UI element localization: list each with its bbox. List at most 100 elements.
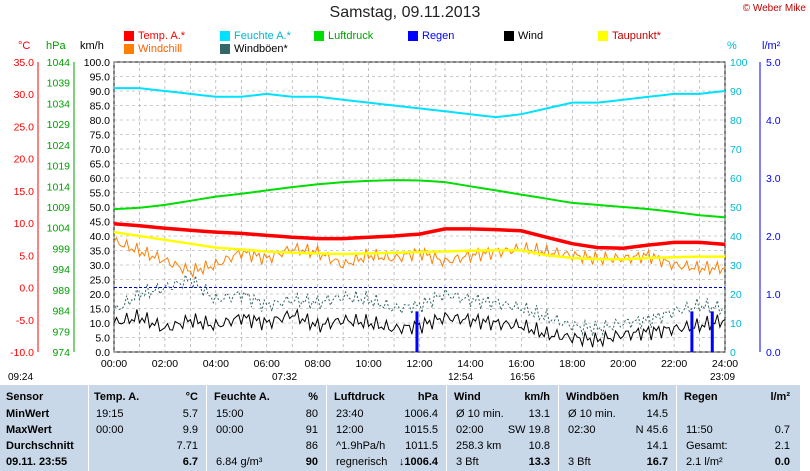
table-cell: 13.1 (528, 408, 550, 420)
table-cell: 91 (305, 424, 318, 436)
hpa-tick: 1019 (47, 161, 71, 173)
kmh-tick: 100.0 (84, 57, 110, 69)
table-cell: km/h (642, 391, 668, 403)
table-cell: 1006.4 (404, 408, 438, 420)
moonrise-time: 12:54 (448, 372, 474, 383)
kmh-tick: 35.0 (90, 246, 111, 258)
table-cell: hPa (417, 391, 438, 403)
hpa-tick: 1004 (47, 223, 71, 235)
table-cell: 00:00 (216, 424, 244, 436)
stats-table: Sensor MinWert MaxWert Durchschnitt 09.1… (0, 385, 800, 471)
legend-swatch (408, 31, 418, 41)
hpa-tick: 1024 (47, 140, 71, 152)
table-cell: 2.1 l/m² (686, 456, 723, 468)
series-luftdruck (113, 179, 726, 219)
table-cell: 1011.5 (405, 440, 438, 452)
hpa-tick: 1039 (47, 78, 71, 90)
legend-label: Windchill (138, 43, 183, 55)
temp-tick: 30.0 (14, 89, 35, 101)
table-cell: 9.9 (182, 424, 198, 436)
table-cell: km/h (524, 391, 550, 403)
table-cell: regnerisch (336, 456, 388, 468)
kmh-tick: 65.0 (90, 159, 111, 171)
legend-swatch (124, 31, 134, 41)
table-cell: 90 (305, 456, 318, 468)
legend-label: Regen (422, 30, 455, 42)
kmh-tick: 0.0 (95, 347, 110, 359)
rain-tick: 5.0 (766, 57, 781, 69)
kmh-tick: 75.0 (90, 130, 111, 142)
table-cell: 11:50 (686, 424, 713, 436)
x-tick-label: 22:00 (661, 358, 687, 370)
kmh-tick: 55.0 (90, 188, 111, 200)
pct-tick: 10 (730, 318, 742, 330)
legend-feuchte: Feuchte A.* (220, 30, 291, 42)
kmh-tick: 5.0 (95, 333, 110, 345)
table-cell: 3 Bft (568, 456, 591, 468)
table-separator (446, 385, 447, 471)
time-mark-left: 09:24 (8, 372, 34, 383)
series-tempa (113, 222, 726, 250)
kmh-tick: 40.0 (90, 231, 111, 243)
legend-regen: Regen (408, 30, 454, 42)
pct-axis-unit: % (727, 40, 737, 52)
table-cell: 0.0 (774, 456, 790, 468)
hpa-tick: 1044 (47, 57, 71, 69)
temp-tick: 5.0 (19, 250, 34, 262)
hpa-tick: 974 (52, 347, 70, 359)
table-cell: 15:00 (216, 408, 244, 420)
pct-tick: 20 (730, 289, 742, 301)
temp-axis-unit: °C (18, 40, 31, 52)
regen-column: Regen l/m² 11:50 0.7 Gesamt: 2.1 2.1 l/m² 0.0 (682, 385, 794, 471)
hpa-tick: 979 (52, 326, 70, 338)
pct-tick: 0 (730, 347, 736, 359)
kmh-tick: 85.0 (90, 101, 111, 113)
legend-swatch (504, 31, 514, 41)
legend-temp: Temp. A.* (124, 30, 185, 42)
temp-tick: -5.0 (16, 315, 34, 327)
legend-windchill: Windchill (124, 43, 182, 55)
legend-swatch (124, 44, 134, 54)
temp-tick: 20.0 (14, 154, 35, 166)
table-cell: 2.1 (774, 440, 790, 452)
legend-swatch (220, 31, 230, 41)
table-cell: 0.7 (774, 424, 790, 436)
kmh-axis-unit: km/h (80, 40, 104, 52)
series-feuchtea (114, 87, 726, 119)
kmh-tick: 90.0 (90, 86, 111, 98)
temp-tick: 15.0 (14, 186, 35, 198)
table-cell: Ø 10 min. (568, 408, 616, 420)
hpa-tick: 1014 (47, 181, 71, 193)
table-cell: 02:00 (456, 424, 484, 436)
table-cell: Wind (454, 391, 481, 403)
x-tick-label: 10:00 (355, 358, 381, 370)
legend-swatch (598, 31, 608, 41)
table-cell: 258.3 km (456, 440, 502, 452)
legend-label: Feuchte A.* (234, 30, 291, 42)
table-cell: 14.1 (646, 440, 668, 452)
table-cell: Luftdruck (334, 391, 385, 403)
hpa-tick: 1029 (47, 119, 71, 131)
legend-wind: Wind (504, 30, 543, 42)
table-separator (676, 385, 677, 471)
x-tick-label: 02:00 (152, 358, 178, 370)
table-cell: Regen (684, 391, 718, 403)
legend-label: Windböen* (234, 43, 288, 55)
windboeen-column: Windböen km/h Ø 10 min. 14.5 02:30 N 45.6 14.1… (564, 385, 672, 471)
x-tick-label: 00:00 (101, 358, 127, 370)
kmh-tick: 20.0 (90, 289, 111, 301)
x-tick-label: 08:00 (305, 358, 331, 370)
rain-axis-unit: l/m² (762, 40, 781, 52)
table-cell: ↓1006.4 (398, 456, 438, 468)
table-cell: 12:00 (336, 424, 364, 436)
kmh-tick: 50.0 (90, 202, 111, 214)
row-label: Durchschnitt (6, 440, 74, 452)
row-label: MaxWert (6, 424, 52, 436)
table-cell: 6.7 (182, 456, 198, 468)
hpa-tick: 994 (52, 264, 70, 276)
temp-tick: 0.0 (19, 283, 34, 295)
hpa-tick: 1009 (47, 202, 71, 214)
legend-taupunkt: Taupunkt* (598, 30, 661, 42)
temp-tick: 10.0 (14, 218, 35, 230)
row-label: 09.11. 23:55 (6, 456, 68, 468)
